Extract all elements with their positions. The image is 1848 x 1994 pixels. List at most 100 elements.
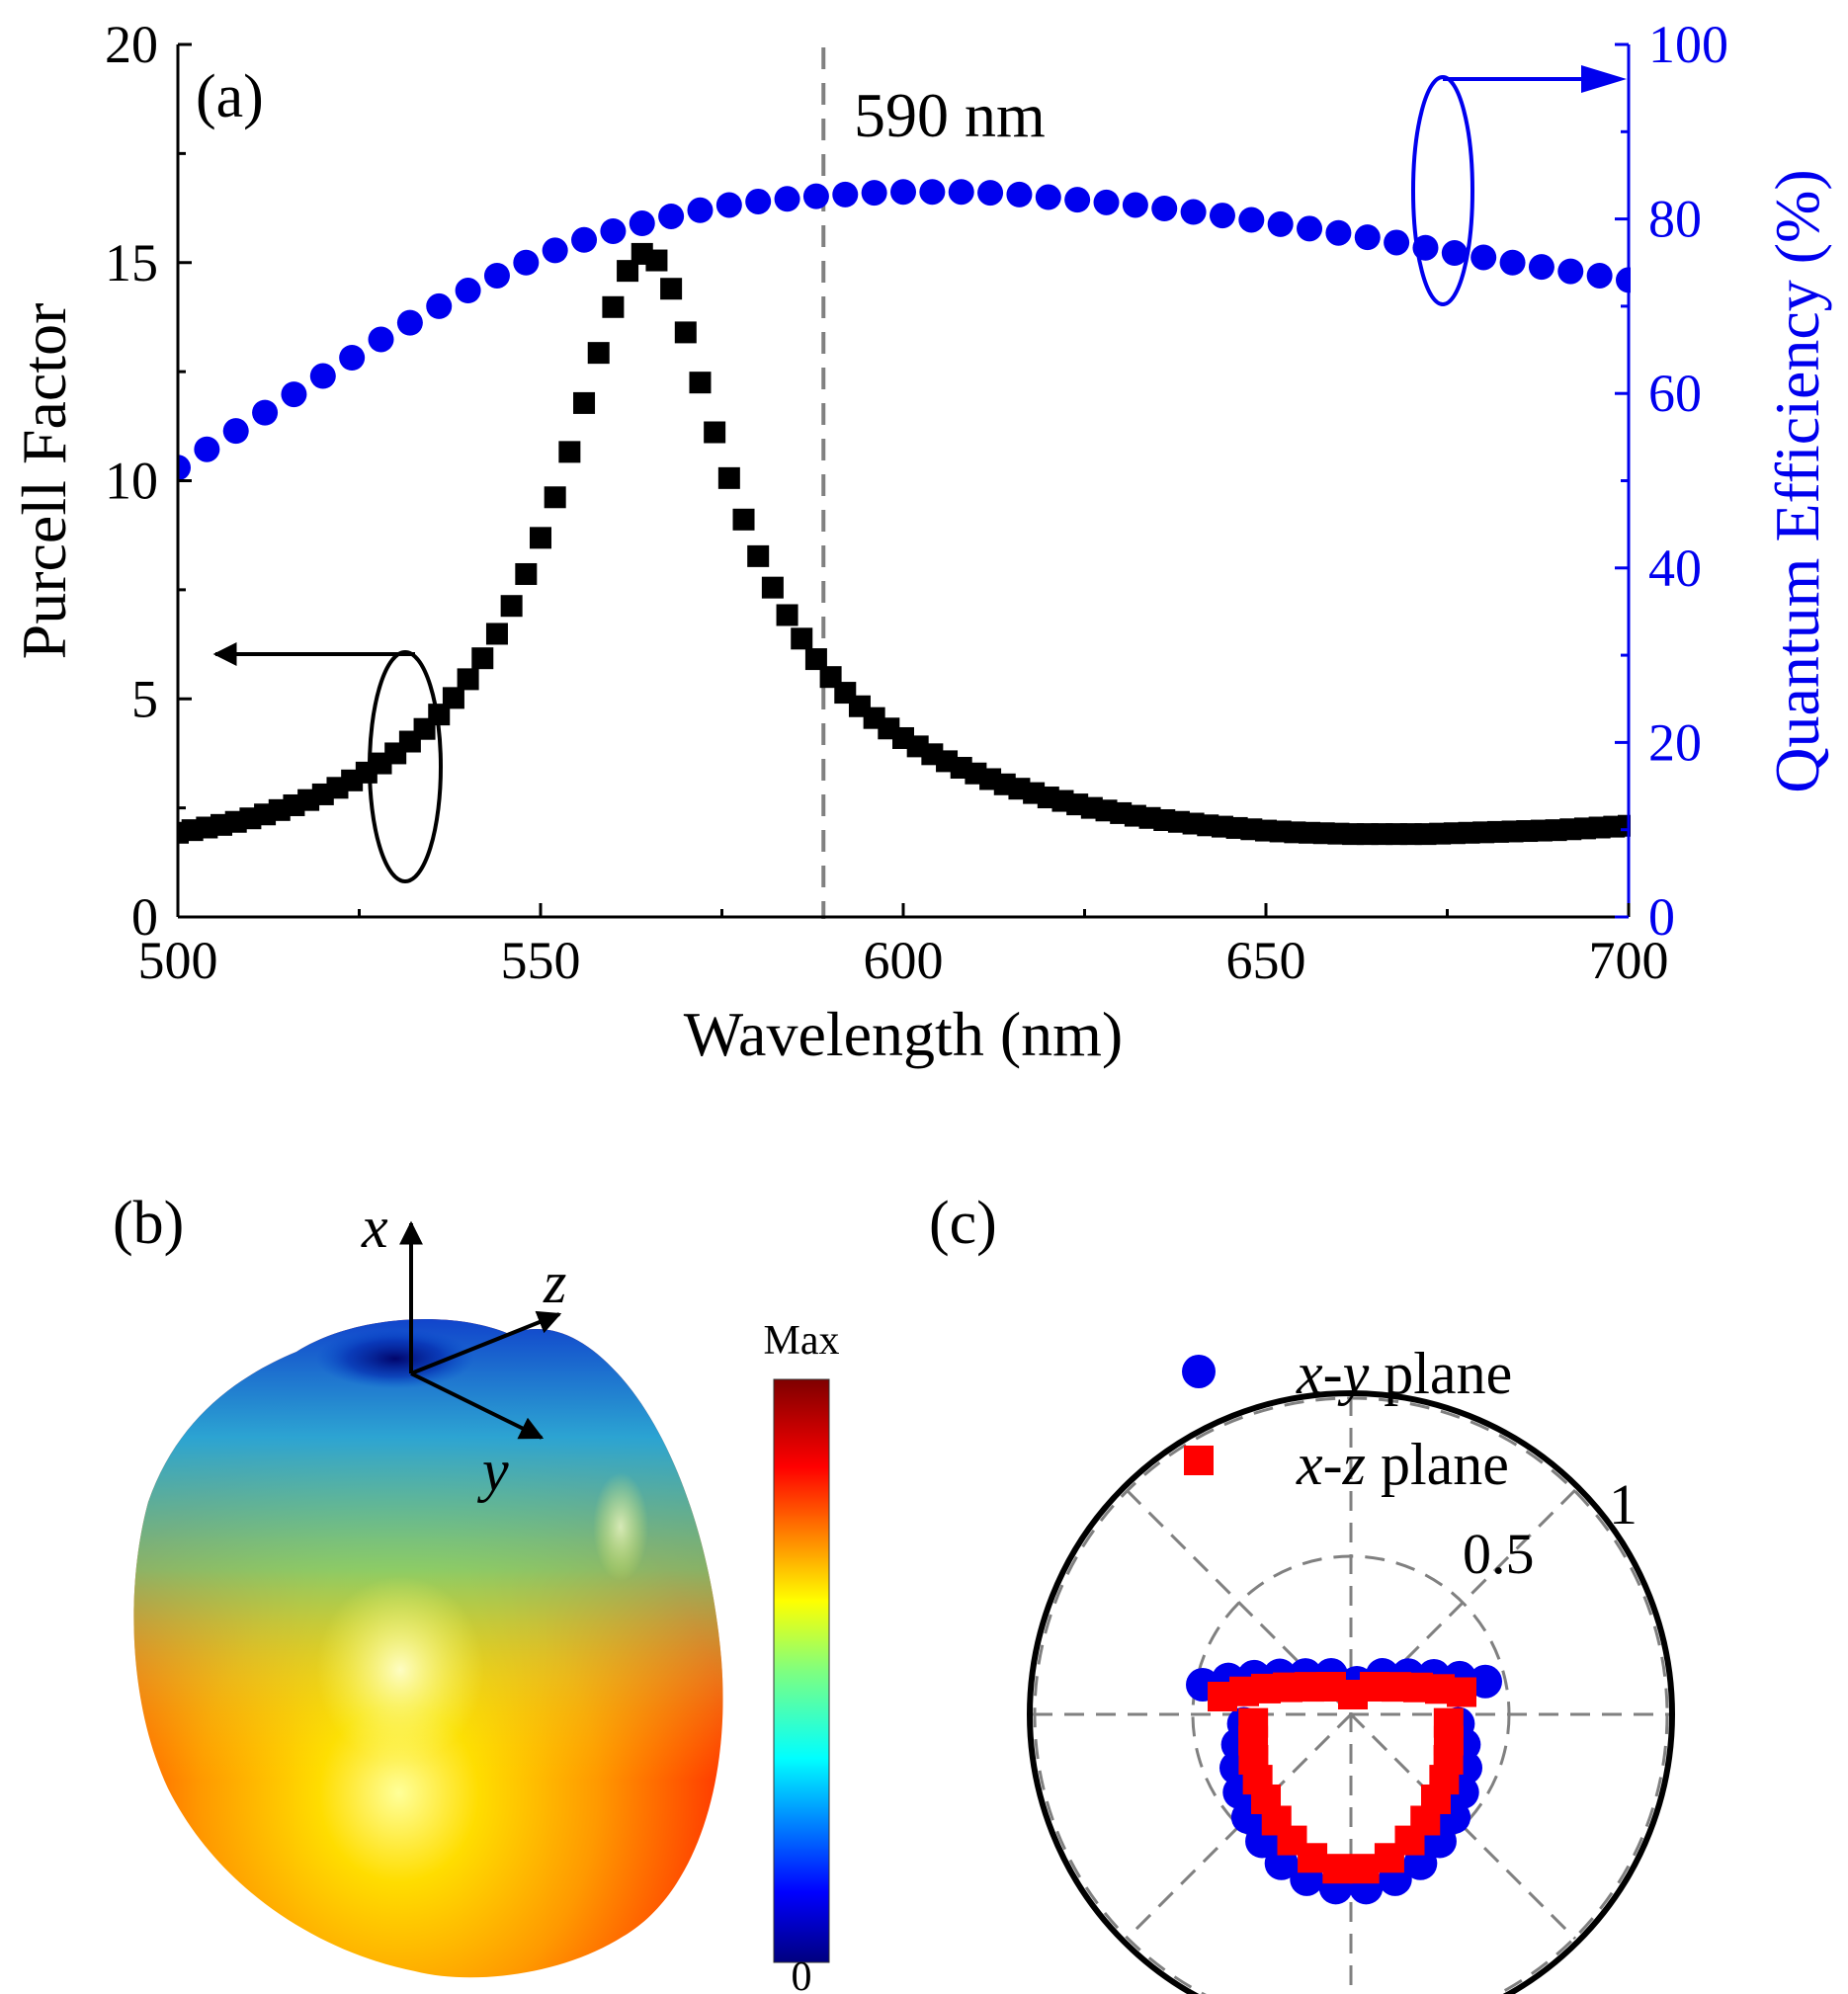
z-axis-label: z bbox=[543, 1250, 566, 1315]
qe-point bbox=[890, 179, 916, 206]
panel-b-label: (b) bbox=[113, 1190, 184, 1257]
qe-point bbox=[1209, 203, 1235, 229]
purcell-point bbox=[558, 441, 581, 463]
qe-point bbox=[715, 192, 742, 218]
legend-xz-label: x-z plane bbox=[1296, 1432, 1509, 1497]
radiation-pattern-side-highlight bbox=[593, 1472, 648, 1581]
colorbar-min-label: 0 bbox=[792, 1954, 812, 1994]
purcell-point bbox=[645, 249, 668, 272]
left-tick-label: 15 bbox=[105, 233, 158, 292]
qe-indicator bbox=[1411, 65, 1627, 306]
polar-outer-boundary bbox=[1027, 1390, 1675, 1994]
purcell-point bbox=[442, 687, 464, 709]
purcell-point bbox=[732, 508, 755, 531]
polar-spoke-diagonal-2 bbox=[1125, 1488, 1577, 1941]
qe-indicator-arrowhead bbox=[1581, 65, 1627, 93]
resonance-annotation: 590 nm bbox=[854, 80, 1046, 150]
qe-point bbox=[222, 418, 249, 445]
purcell-point bbox=[791, 627, 813, 650]
quantum-efficiency-series bbox=[178, 179, 1631, 481]
qe-point bbox=[339, 344, 366, 371]
xz-plane-point bbox=[1433, 1707, 1464, 1738]
purcell-point bbox=[471, 647, 494, 670]
y-axis-label: y bbox=[476, 1438, 509, 1503]
legend-xz-marker bbox=[1184, 1446, 1214, 1475]
qe-point bbox=[1064, 187, 1091, 213]
purcell-point bbox=[674, 321, 697, 344]
purcell-point bbox=[530, 527, 551, 549]
y-axis-arrow bbox=[410, 1371, 545, 1440]
left-tick-label: 5 bbox=[131, 669, 158, 728]
purcell-point bbox=[704, 421, 726, 444]
purcell-point bbox=[689, 372, 712, 394]
xy-plane-point bbox=[1469, 1664, 1502, 1699]
purcell-point bbox=[602, 295, 625, 318]
left-tick-label: 0 bbox=[131, 887, 158, 947]
qe-point bbox=[513, 249, 540, 276]
radiation-pattern-dimple bbox=[316, 1329, 474, 1388]
purcell-point bbox=[457, 668, 479, 691]
qe-point bbox=[1180, 199, 1207, 225]
radiation-pattern-hotspot bbox=[316, 1576, 484, 1764]
qe-point bbox=[629, 210, 655, 237]
panel-a-label: (a) bbox=[196, 63, 264, 130]
right-tick-label: 80 bbox=[1648, 190, 1702, 249]
qe-point bbox=[1470, 244, 1497, 271]
qe-point bbox=[1267, 210, 1294, 237]
purcell-point bbox=[804, 648, 827, 671]
qe-point bbox=[919, 179, 946, 206]
z-axis-arrow bbox=[410, 1310, 562, 1375]
qe-point bbox=[542, 237, 568, 264]
qe-point bbox=[1616, 267, 1631, 293]
panel-c: (c) 0.5 1 x-y plane x-z plane bbox=[929, 1190, 1675, 1994]
qe-point bbox=[774, 186, 800, 212]
right-tick-label: 0 bbox=[1648, 887, 1675, 947]
qe-point bbox=[571, 226, 598, 253]
qe-point bbox=[977, 180, 1004, 207]
right-axis-title: Quantum Efficiency (%) bbox=[1762, 169, 1832, 792]
qe-point bbox=[426, 292, 453, 319]
purcell-point bbox=[717, 466, 740, 489]
polar-r-tick-1: 1 bbox=[1609, 1472, 1638, 1537]
qe-point bbox=[1354, 224, 1381, 251]
right-tick-label: 20 bbox=[1648, 712, 1702, 772]
purcell-point bbox=[428, 704, 451, 726]
radiation-pattern-3d bbox=[133, 1319, 723, 1978]
qe-point bbox=[832, 181, 859, 208]
qe-point bbox=[483, 262, 510, 289]
legend-xy-marker bbox=[1182, 1355, 1216, 1388]
x-tick-label: 550 bbox=[501, 931, 581, 990]
qe-point bbox=[252, 399, 279, 426]
xz-plane-point bbox=[1349, 1854, 1380, 1884]
xz-plane-point bbox=[1298, 1843, 1328, 1873]
x-tick-label: 500 bbox=[138, 931, 218, 990]
purcell-point bbox=[515, 562, 538, 585]
qe-point bbox=[1325, 219, 1352, 246]
qe-point bbox=[745, 188, 772, 214]
qe-point bbox=[1006, 181, 1033, 208]
qe-point bbox=[281, 381, 307, 408]
purcell-point bbox=[747, 544, 770, 567]
x-tick-label: 600 bbox=[864, 931, 944, 990]
left-axis-title: Purcell Factor bbox=[9, 303, 79, 660]
panel-b: (b) x z y Max 0 bbox=[113, 1190, 840, 1994]
qe-point bbox=[1384, 229, 1410, 256]
polar-r-tick-05: 0.5 bbox=[1463, 1522, 1535, 1586]
x-tick-label: 700 bbox=[1589, 931, 1669, 990]
qe-point bbox=[1297, 215, 1323, 242]
qe-point bbox=[396, 309, 423, 336]
qe-point bbox=[948, 179, 974, 206]
qe-point bbox=[1441, 240, 1468, 267]
panel-c-label: (c) bbox=[929, 1190, 997, 1257]
qe-point bbox=[1035, 184, 1061, 210]
qe-point bbox=[368, 326, 394, 353]
purcell-point bbox=[500, 595, 523, 618]
purcell-point bbox=[485, 623, 508, 645]
x-axis-title: Wavelength (nm) bbox=[684, 999, 1123, 1069]
purcell-point bbox=[776, 604, 798, 626]
qe-point bbox=[1528, 254, 1554, 281]
purcell-series bbox=[178, 242, 1631, 846]
polar-legend: x-y plane x-z plane bbox=[1182, 1341, 1512, 1497]
